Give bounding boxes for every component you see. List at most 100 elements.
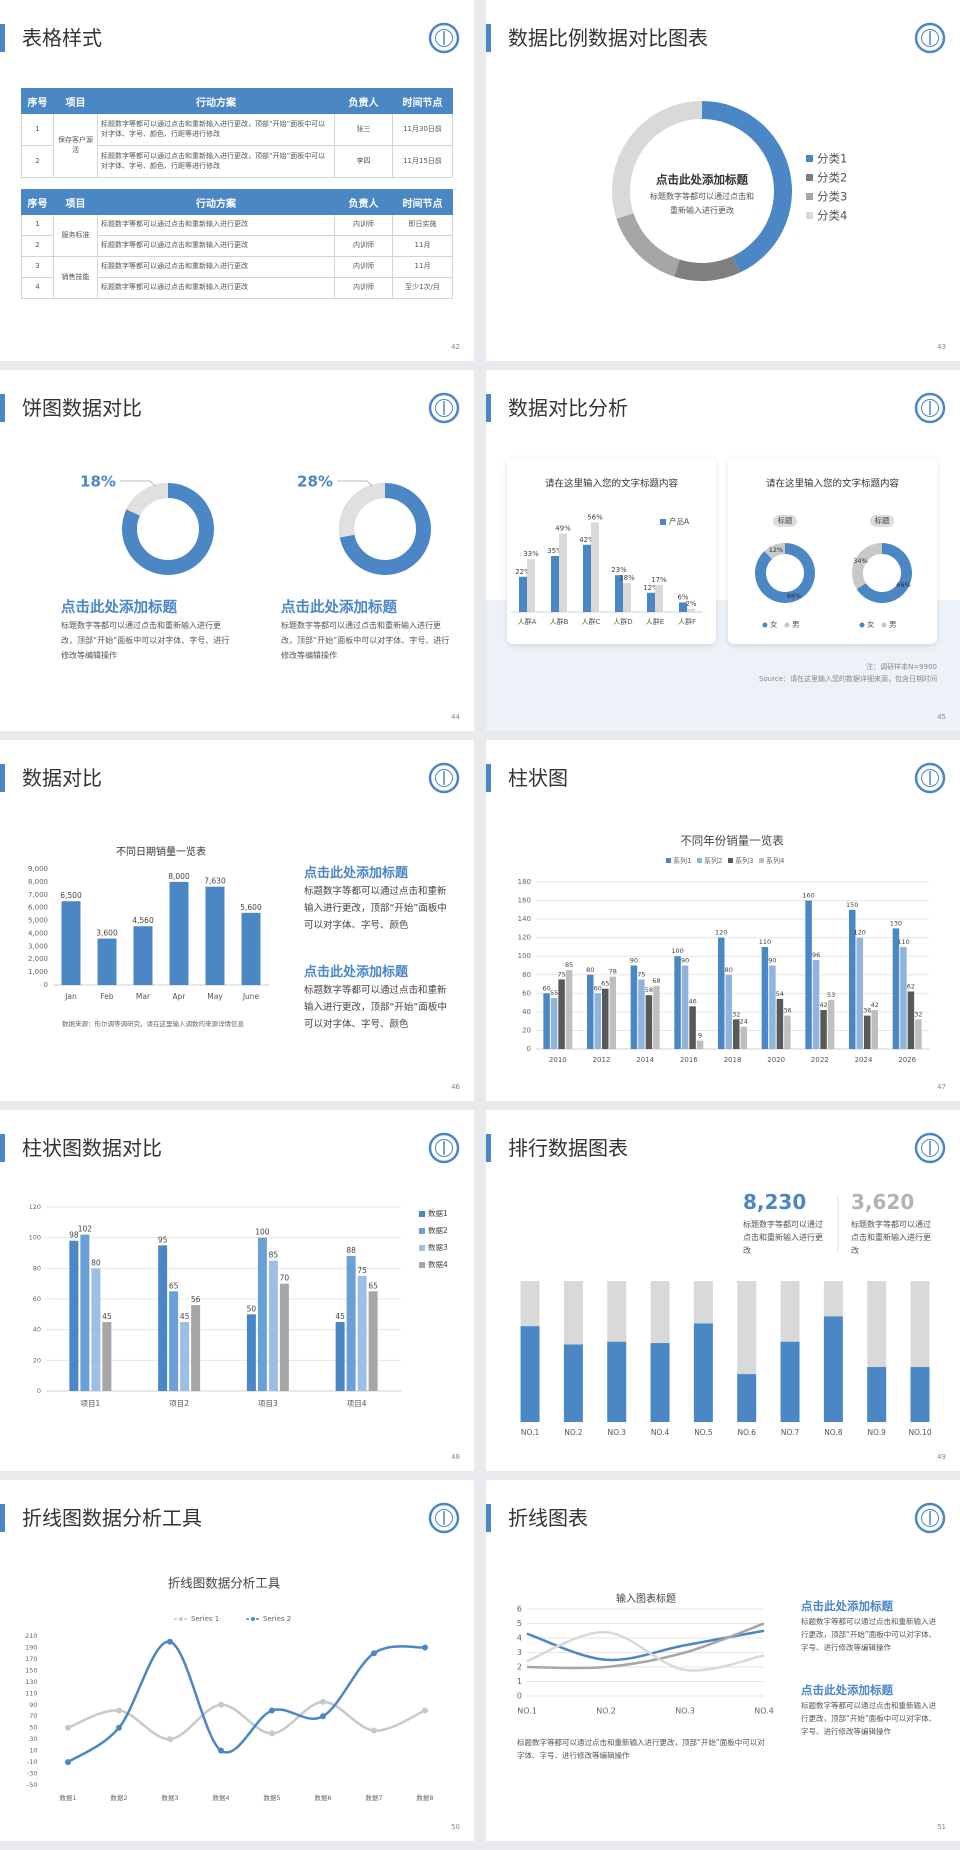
line [67, 1640, 426, 1764]
data-label: 60 [542, 984, 550, 992]
legend-label: Series 1 [191, 1615, 219, 1623]
body-text: 标题数字等都可以通过点击和重新输入进行更改，顶部“开始”面板中可以对字体、字号、… [304, 886, 447, 931]
point [167, 1736, 173, 1743]
bar [871, 1010, 878, 1049]
bar [169, 1291, 179, 1391]
slide-title: 折线图数据分析工具 [22, 1506, 202, 1530]
y-tick-label: 160 [518, 897, 531, 905]
title-accent [0, 24, 5, 52]
legend-swatch [666, 858, 671, 863]
slide-canvas [428, 22, 460, 54]
legend-label: Series 2 [263, 1615, 291, 1623]
data-label: 54 [776, 990, 784, 998]
x-tick-label: 数据8 [416, 1793, 433, 1802]
bar [158, 1245, 168, 1391]
legend-label: 分类3 [817, 190, 847, 204]
y-tick-label: 170 [25, 1655, 37, 1663]
y-tick-label: 0 [44, 981, 48, 989]
slide-canvas: 点击此处添加标题 分类1 分类2 分类3 分类4 [612, 22, 946, 281]
chart-title: 不同日期销量一览表 [116, 845, 206, 858]
bar [551, 556, 559, 612]
bar [594, 993, 601, 1049]
bar [733, 1019, 740, 1049]
header-cell: 序号 [21, 189, 54, 215]
x-tick-label: 2016 [680, 1056, 698, 1064]
bar [550, 997, 558, 1049]
data-label: 75 [637, 970, 645, 978]
bar [645, 995, 653, 1049]
chart-title: 折线图数据分析工具 [168, 1576, 281, 1591]
data-label: 42 [871, 1001, 879, 1009]
stat-value: 3,620 [851, 1190, 915, 1214]
logo-inner [435, 769, 453, 787]
y-tick-label: 80 [33, 1264, 41, 1272]
cell-plan: 标题数字等都可以通过点击和重新输入进行更改 [97, 235, 335, 257]
data-label: 90 [630, 957, 638, 965]
data-label: 80 [725, 966, 733, 974]
x-tick-label: Jan [64, 992, 77, 1001]
cell-no: 1 [21, 113, 54, 146]
data-label: 80 [586, 966, 594, 974]
bar [246, 1314, 256, 1391]
bar [769, 965, 776, 1049]
body-text: 标题数字等都可以通过点击和重新输入进行更改，顶部“开始”面板中可以对字体、字号、… [61, 621, 230, 660]
cell-owner: 内训师 [334, 235, 393, 257]
title-accent [0, 1134, 5, 1162]
point [371, 1650, 377, 1657]
data-label: 160 [802, 892, 814, 900]
table-row: 2 标题数字等都可以通过点击和重新输入进行更改 内训师 11月 [21, 235, 453, 257]
heading: 点击此处添加标题 [801, 1599, 893, 1613]
data-label: 150 [846, 901, 858, 909]
y-tick-label: 20 [522, 1026, 531, 1034]
legend-label: 分类1 [817, 152, 847, 166]
data-label: 12% [769, 546, 783, 554]
legend-label: 系列3 [735, 856, 753, 865]
point [269, 1707, 275, 1714]
title-accent [486, 24, 491, 52]
data-label: 96 [812, 951, 820, 959]
y-tick-label: 3,000 [28, 942, 48, 950]
note: 标题数字等都可以通过点击和重新输入进行更改，顶部“开始”面板中可以对字体、字号、… [517, 1738, 765, 1760]
page-number: 45 [937, 713, 946, 721]
header-cell: 负责人 [334, 88, 393, 114]
cell-plan: 标题数字等都可以通过点击和重新输入进行更改 [97, 256, 335, 278]
data-label: 36 [863, 1007, 871, 1015]
x-tick-label: 数据2 [110, 1793, 127, 1802]
x-tick-label: NO.2 [564, 1428, 583, 1437]
table-row: 1 保存客户源活 标题数字等都可以通过点击和重新输入进行更改，顶部“开始”面板中可以… [21, 113, 453, 178]
slide-canvas: 折线图数据分析工具 Series 1 Series 2 -50 -30 -10 10 30 50… [25, 1502, 460, 1802]
logo-inner [921, 769, 939, 787]
cell-plan: 标题数字等都可以通过点击和重新输入进行更改 [97, 277, 335, 299]
data-label: 9 [698, 1032, 702, 1040]
y-tick-label: 2 [517, 1663, 522, 1672]
bar [133, 926, 153, 985]
x-tick-label: 2018 [724, 1056, 742, 1064]
legend-label: 数据2 [428, 1225, 448, 1235]
legend-label: 分类4 [817, 209, 847, 223]
line [526, 1622, 765, 1670]
logo-inner [921, 29, 939, 47]
x-tick-label: NO.6 [738, 1428, 757, 1437]
point [269, 1730, 275, 1737]
bar-segment [607, 1281, 627, 1342]
page-number: 46 [451, 1083, 460, 1091]
bar [653, 985, 660, 1049]
y-tick-label: 7,000 [28, 891, 48, 899]
cell-owner: 内训师 [334, 277, 393, 299]
header-cell: 行动方案 [97, 189, 335, 215]
x-tick-label: NO.3 [608, 1428, 627, 1437]
logo-inner [921, 1139, 939, 1157]
data-label: 45 [102, 1312, 112, 1321]
legend-label: 数据4 [428, 1259, 448, 1269]
slide: 表格样式 42 序号 项目 行动方案 负责人 时间节点 1 保存客户源活 标题数字等都可以通过点击… [0, 0, 474, 361]
bar-segment [693, 1323, 713, 1422]
pill [773, 515, 797, 527]
table-row: 1 服务标准 标题数字等都可以通过点击和重新输入进行更改 内训师 即日实施 [21, 214, 453, 257]
bar-segment [650, 1281, 670, 1344]
donut-slice [856, 543, 912, 603]
y-tick-label: -10 [27, 1758, 38, 1766]
point [218, 1701, 224, 1708]
cell-time: 11月 [392, 235, 453, 257]
slide: 输入图表标题 0 1 2 3 4 5 6 NO.1 NO.2 NO.3 NO.4 折线图表 51 点击此处添… [486, 1480, 960, 1841]
